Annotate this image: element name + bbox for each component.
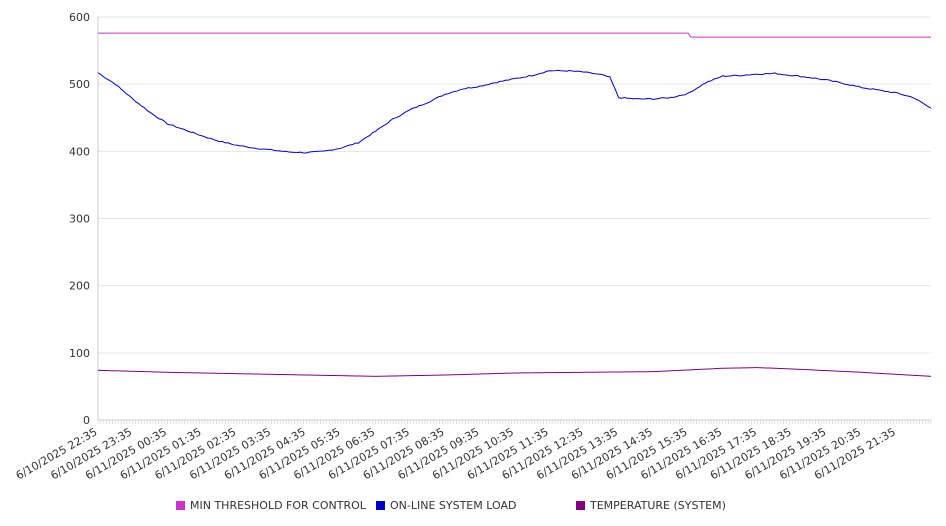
y-tick-label-200: 200 xyxy=(69,280,90,293)
gridlines xyxy=(98,16,931,354)
y-tick-label-300: 300 xyxy=(69,213,90,226)
legend-swatch-2 xyxy=(576,501,585,510)
series-line-1 xyxy=(97,69,932,154)
legend-label-0[interactable]: MIN THRESHOLD FOR CONTROL xyxy=(190,499,367,512)
y-tick-label-0: 0 xyxy=(83,414,90,427)
y-tick-label-100: 100 xyxy=(69,347,90,360)
y-tick-label-600: 600 xyxy=(69,11,90,24)
legend-swatch-0 xyxy=(176,501,185,510)
legend[interactable]: MIN THRESHOLD FOR CONTROL ON-LINE SYSTEM … xyxy=(176,499,726,512)
series-line-0 xyxy=(98,32,931,38)
series-line-2 xyxy=(97,367,932,377)
series-lines xyxy=(97,32,932,377)
legend-label-2[interactable]: TEMPERATURE (SYSTEM) xyxy=(589,499,726,512)
y-tick-label-400: 400 xyxy=(69,145,90,158)
y-tick-label-500: 500 xyxy=(69,78,90,91)
x-axis-ticks: 6/10/2025 22:356/10/2025 23:356/11/2025 … xyxy=(14,420,932,482)
legend-swatch-1 xyxy=(376,501,385,510)
y-axis-ticks: 0 100 200 300 400 500 600 xyxy=(69,11,90,427)
legend-label-1[interactable]: ON-LINE SYSTEM LOAD xyxy=(390,499,516,512)
